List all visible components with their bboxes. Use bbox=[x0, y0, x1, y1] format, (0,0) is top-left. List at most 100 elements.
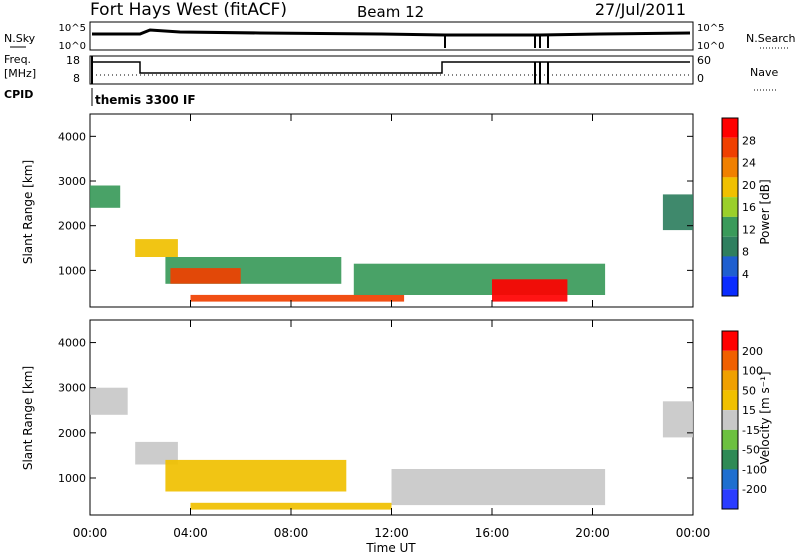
time-x-axis: 00:00 04:00 08:00 12:00 16:00 20:00 00:00 bbox=[73, 526, 711, 540]
velocity-y-axis-label: Slant Range [km] bbox=[21, 366, 35, 470]
velocity-region-2 bbox=[165, 459, 347, 492]
velocity-region-5 bbox=[662, 401, 693, 438]
velocity-region-4 bbox=[391, 469, 606, 506]
power-cbar-segment bbox=[722, 137, 738, 158]
x-tick-label: 00:00 bbox=[676, 526, 711, 540]
power-cbar-tick-label: 20 bbox=[742, 179, 756, 192]
nave-label: Nave bbox=[750, 66, 778, 79]
power-region-7 bbox=[662, 194, 693, 231]
velocity-cbar-tick-label: 15 bbox=[742, 404, 756, 417]
velocity-cbar-segment bbox=[722, 350, 738, 371]
velocity-y-axis: 1000 2000 3000 4000 bbox=[58, 320, 694, 515]
power-y-tick-label: 3000 bbox=[58, 175, 86, 188]
freq-tick-top: 18 bbox=[66, 54, 80, 67]
velocity-colorbar-label: Velocity [m s⁻¹] bbox=[758, 371, 772, 464]
power-region-1 bbox=[135, 239, 178, 257]
power-region-6 bbox=[492, 279, 568, 302]
power-cbar-segment bbox=[722, 216, 738, 237]
velocity-cbar-tick-label: 50 bbox=[742, 384, 756, 397]
x-axis-label: Time UT bbox=[365, 541, 416, 554]
x-tick-label: 20:00 bbox=[575, 526, 610, 540]
nsearch-tick-top: 10^5 bbox=[697, 23, 724, 34]
velocity-cbar-segment bbox=[722, 429, 738, 450]
freq-label: Freq. bbox=[4, 53, 31, 66]
velocity-cbar-tick-label: -15 bbox=[742, 424, 760, 437]
power-cbar-segment bbox=[722, 276, 738, 296]
cpid-value: themis 3300 IF bbox=[95, 93, 196, 107]
radar-title: Fort Hays West (fitACF) bbox=[90, 0, 287, 20]
velocity-y-tick-label: 2000 bbox=[58, 427, 86, 440]
nsky-tick-bottom: 10^0 bbox=[59, 41, 86, 52]
power-cbar-segment bbox=[722, 256, 738, 277]
power-y-tick-label: 4000 bbox=[58, 130, 86, 143]
power-cbar-segment bbox=[722, 177, 738, 198]
power-colorbar: 28 24 20 16 12 8 4 bbox=[721, 117, 756, 297]
power-cbar-segment bbox=[722, 157, 738, 178]
x-tick-label: 12:00 bbox=[374, 526, 409, 540]
velocity-y-tick-label: 1000 bbox=[58, 472, 86, 485]
nave-tick-top: 60 bbox=[697, 54, 711, 67]
power-colorbar-label: Power [dB] bbox=[758, 179, 772, 244]
power-cbar-segment bbox=[722, 236, 738, 257]
power-cbar-tick-label: 28 bbox=[742, 134, 756, 147]
power-y-tick-label: 2000 bbox=[58, 220, 86, 233]
date-label: 27/Jul/2011 bbox=[595, 0, 686, 19]
beam-label: Beam 12 bbox=[357, 3, 424, 21]
velocity-region-1 bbox=[135, 441, 178, 465]
velocity-cbar-tick-label: -100 bbox=[742, 463, 767, 476]
power-y-tick-label: 1000 bbox=[58, 264, 86, 277]
velocity-cbar-segment bbox=[722, 449, 738, 470]
velocity-cbar-segment bbox=[722, 469, 738, 490]
power-y-axis: 1000 2000 3000 4000 bbox=[58, 114, 694, 307]
freq-tick-bottom: 8 bbox=[73, 72, 80, 85]
nsky-tick-top: 10^5 bbox=[59, 23, 86, 34]
velocity-cbar-frame bbox=[721, 330, 739, 510]
power-cbar-segment bbox=[722, 118, 738, 138]
velocity-region-3 bbox=[190, 502, 392, 510]
power-region-4 bbox=[190, 294, 405, 302]
velocity-cbar-tick-label: -200 bbox=[742, 483, 767, 496]
nsky-panel bbox=[89, 21, 694, 51]
x-tick-label: 00:00 bbox=[73, 526, 108, 540]
power-data-layer bbox=[90, 185, 693, 302]
velocity-y-tick-label: 3000 bbox=[58, 382, 86, 395]
x-tick-label: 16:00 bbox=[475, 526, 510, 540]
x-tick-label: 08:00 bbox=[274, 526, 309, 540]
velocity-cbar-segment bbox=[722, 489, 738, 509]
power-panel: 1000 2000 3000 4000 Slant Range [km] bbox=[21, 113, 694, 308]
velocity-cbar-segment bbox=[722, 410, 738, 430]
nsearch-label: N.Search bbox=[746, 32, 796, 45]
velocity-cbar-segment bbox=[722, 331, 738, 351]
freq-trace bbox=[92, 61, 690, 74]
velocity-data-layer bbox=[90, 387, 693, 510]
freq-unit: [MHz] bbox=[4, 67, 36, 80]
freq-panel bbox=[89, 55, 694, 85]
velocity-colorbar: 200 100 50 15 -15 -50 -100 -200 bbox=[721, 330, 767, 510]
power-cbar-segment bbox=[722, 197, 738, 217]
velocity-cbar-tick-label: -50 bbox=[742, 444, 760, 457]
power-region-3 bbox=[170, 268, 241, 284]
velocity-cbar-tick-label: 100 bbox=[742, 365, 763, 378]
power-cbar-tick-label: 16 bbox=[742, 201, 756, 214]
velocity-region-0 bbox=[90, 387, 128, 415]
nsearch-tick-bottom: 10^0 bbox=[697, 41, 724, 52]
cpid-label: CPID bbox=[4, 88, 33, 101]
velocity-panel: 1000 2000 3000 4000 Slant Range [km] bbox=[21, 319, 694, 516]
velocity-cbar-tick-label: 200 bbox=[742, 345, 763, 358]
velocity-cbar-segment bbox=[722, 370, 738, 391]
power-region-5 bbox=[353, 263, 606, 295]
velocity-y-tick-label: 4000 bbox=[58, 337, 86, 350]
power-y-axis-label: Slant Range [km] bbox=[21, 160, 35, 264]
x-tick-label: 04:00 bbox=[173, 526, 208, 540]
power-cbar-frame bbox=[721, 117, 739, 297]
velocity-cbar-segment bbox=[722, 390, 738, 411]
power-cbar-tick-label: 8 bbox=[742, 246, 749, 259]
power-cbar-tick-label: 12 bbox=[742, 223, 756, 236]
power-region-0 bbox=[90, 185, 121, 208]
nsky-label: N.Sky bbox=[4, 32, 36, 45]
nsky-trace bbox=[92, 28, 691, 37]
power-cbar-tick-label: 4 bbox=[742, 268, 749, 281]
power-cbar-tick-label: 24 bbox=[742, 157, 756, 170]
nave-tick-bottom: 0 bbox=[697, 72, 704, 85]
